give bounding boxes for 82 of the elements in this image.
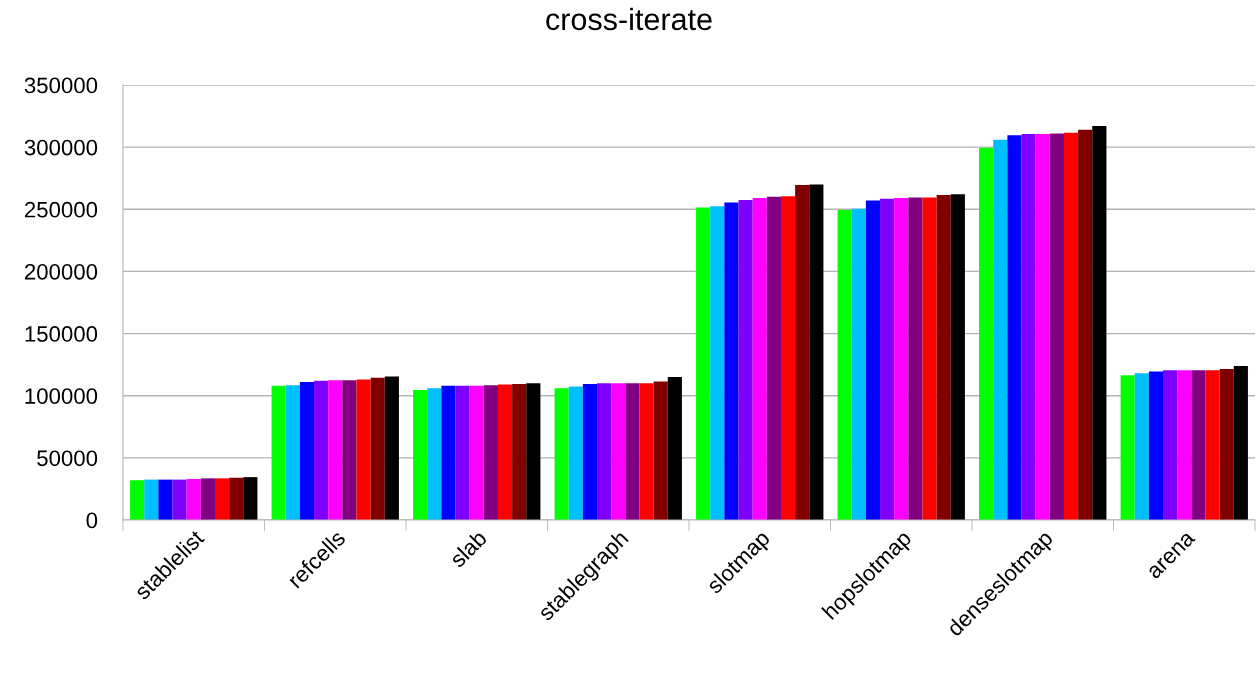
bar — [130, 480, 145, 520]
bar — [950, 194, 965, 520]
bar — [653, 381, 668, 520]
bar — [1063, 132, 1079, 520]
y-tick-label: 250000 — [24, 201, 98, 218]
bar — [200, 478, 215, 520]
bar — [1177, 370, 1192, 520]
bar — [469, 385, 484, 520]
y-tick-label: 200000 — [24, 263, 98, 280]
bar — [1120, 375, 1135, 520]
bar — [356, 379, 371, 520]
bar — [441, 385, 456, 520]
bar — [229, 477, 244, 520]
bar — [285, 385, 300, 520]
bar — [342, 380, 357, 520]
bar — [186, 478, 201, 520]
bar — [328, 380, 343, 520]
bar — [413, 390, 428, 520]
bar — [214, 478, 230, 520]
bar — [908, 197, 923, 520]
bar — [993, 139, 1008, 520]
chart-title: cross-iterate — [546, 7, 712, 31]
y-tick-label: 50000 — [37, 450, 98, 467]
bar — [710, 206, 725, 520]
bar — [370, 377, 385, 520]
bar — [611, 383, 626, 520]
bar — [880, 198, 895, 520]
bar — [1134, 373, 1149, 520]
bar — [752, 198, 767, 520]
bar — [1163, 370, 1178, 520]
bar — [696, 207, 711, 520]
bar — [1078, 129, 1093, 520]
bar — [667, 377, 682, 520]
bar — [979, 147, 994, 520]
bar — [158, 479, 173, 520]
y-tick-label: 150000 — [25, 326, 98, 342]
bar — [427, 388, 442, 520]
bar — [1035, 134, 1050, 520]
bar — [894, 198, 909, 520]
bar — [865, 200, 881, 520]
bar — [1021, 134, 1036, 520]
bar — [172, 479, 187, 520]
bar — [837, 209, 852, 520]
bar — [1148, 371, 1164, 520]
y-tick-label: 0 — [86, 512, 98, 529]
bar — [384, 376, 399, 520]
bar — [809, 184, 824, 520]
bar — [851, 208, 866, 520]
bar — [497, 384, 513, 520]
bar — [1205, 370, 1220, 520]
bar — [243, 477, 258, 520]
bar — [1233, 365, 1248, 520]
bar — [299, 382, 315, 520]
y-tick-label: 300000 — [24, 139, 98, 156]
bar — [795, 185, 810, 520]
bar — [1191, 370, 1206, 520]
x-tick-label: slab — [448, 528, 488, 569]
bar — [1092, 126, 1107, 520]
bar — [724, 202, 739, 520]
bar — [922, 197, 937, 520]
bar — [271, 385, 286, 520]
bar — [144, 479, 159, 520]
bar — [455, 385, 470, 520]
bar — [625, 383, 640, 520]
bar — [597, 383, 612, 520]
bar — [738, 199, 753, 520]
bar — [554, 388, 569, 520]
bar — [1049, 133, 1064, 520]
bar — [568, 386, 583, 520]
bar — [936, 194, 951, 520]
bar — [766, 196, 781, 520]
bar — [639, 383, 654, 520]
bar — [526, 383, 541, 520]
y-tick-label: 100000 — [25, 388, 98, 404]
bar — [483, 385, 498, 520]
bar — [314, 380, 329, 520]
y-tick-label: 350000 — [24, 77, 98, 94]
bar — [1007, 135, 1022, 520]
bar — [582, 383, 598, 520]
bar — [780, 196, 796, 520]
bar — [512, 383, 527, 520]
bar — [1219, 368, 1234, 520]
